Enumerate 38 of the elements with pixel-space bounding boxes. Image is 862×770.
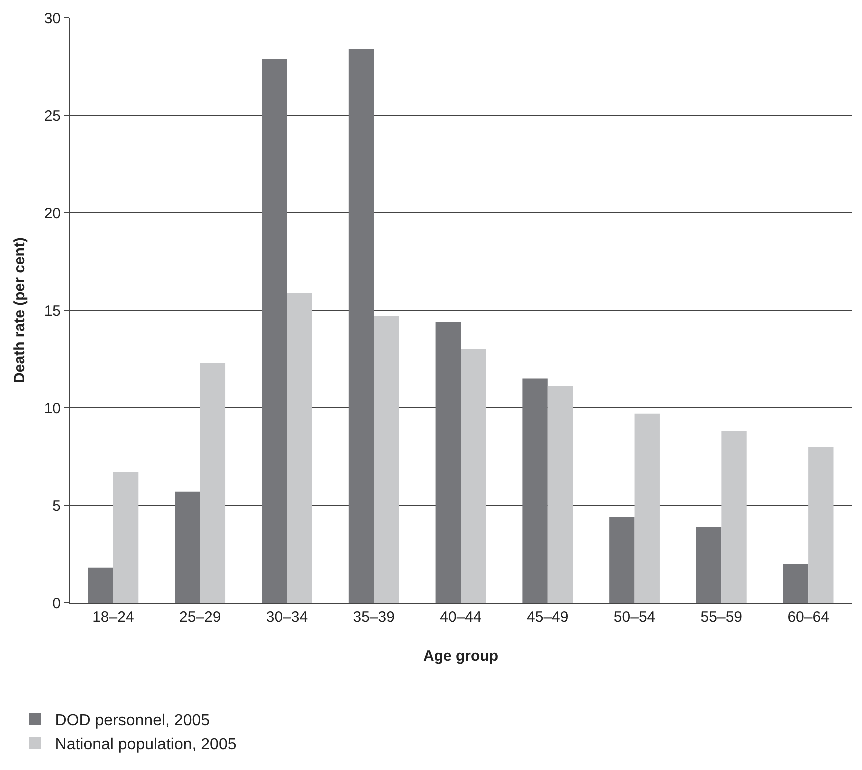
bar	[548, 386, 574, 603]
y-tick-label: 25	[44, 108, 61, 125]
bar	[374, 316, 400, 603]
y-tick-label: 10	[44, 400, 61, 418]
bar	[522, 378, 548, 603]
bar	[113, 472, 139, 603]
y-tick-label: 20	[44, 205, 61, 222]
bar	[783, 564, 809, 603]
bar	[696, 526, 722, 603]
x-tick-label: 18–24	[92, 609, 134, 626]
bar	[808, 447, 834, 603]
x-tick-label: 40–44	[440, 609, 482, 626]
bar	[88, 568, 114, 603]
bar	[348, 49, 374, 603]
bar	[634, 414, 660, 603]
y-axis-title: Death rate (per cent)	[12, 238, 29, 384]
x-tick-label: 30–34	[266, 609, 308, 626]
y-tick-label: 0	[52, 595, 61, 612]
x-tick-label: 35–39	[353, 609, 395, 626]
bar	[461, 350, 486, 603]
x-tick-label: 55–59	[700, 609, 743, 626]
legend-label: National population, 2005	[55, 736, 237, 754]
y-tick-label: 30	[44, 10, 61, 28]
x-tick-label: 25–29	[179, 609, 222, 626]
bar	[175, 492, 200, 603]
bar	[262, 58, 288, 603]
x-tick-label: 60–64	[788, 609, 830, 626]
bar	[610, 517, 635, 603]
x-tick-label: 50–54	[614, 609, 656, 626]
y-tick-label: 15	[44, 302, 61, 320]
x-axis-title: Age group	[424, 648, 498, 665]
x-tick-label: 45–49	[527, 609, 569, 626]
y-tick-label: 5	[52, 498, 61, 515]
bar	[200, 363, 226, 603]
legend-label: DOD personnel, 2005	[55, 712, 210, 730]
bar	[722, 431, 747, 603]
bar	[287, 292, 312, 603]
bar	[436, 322, 461, 603]
